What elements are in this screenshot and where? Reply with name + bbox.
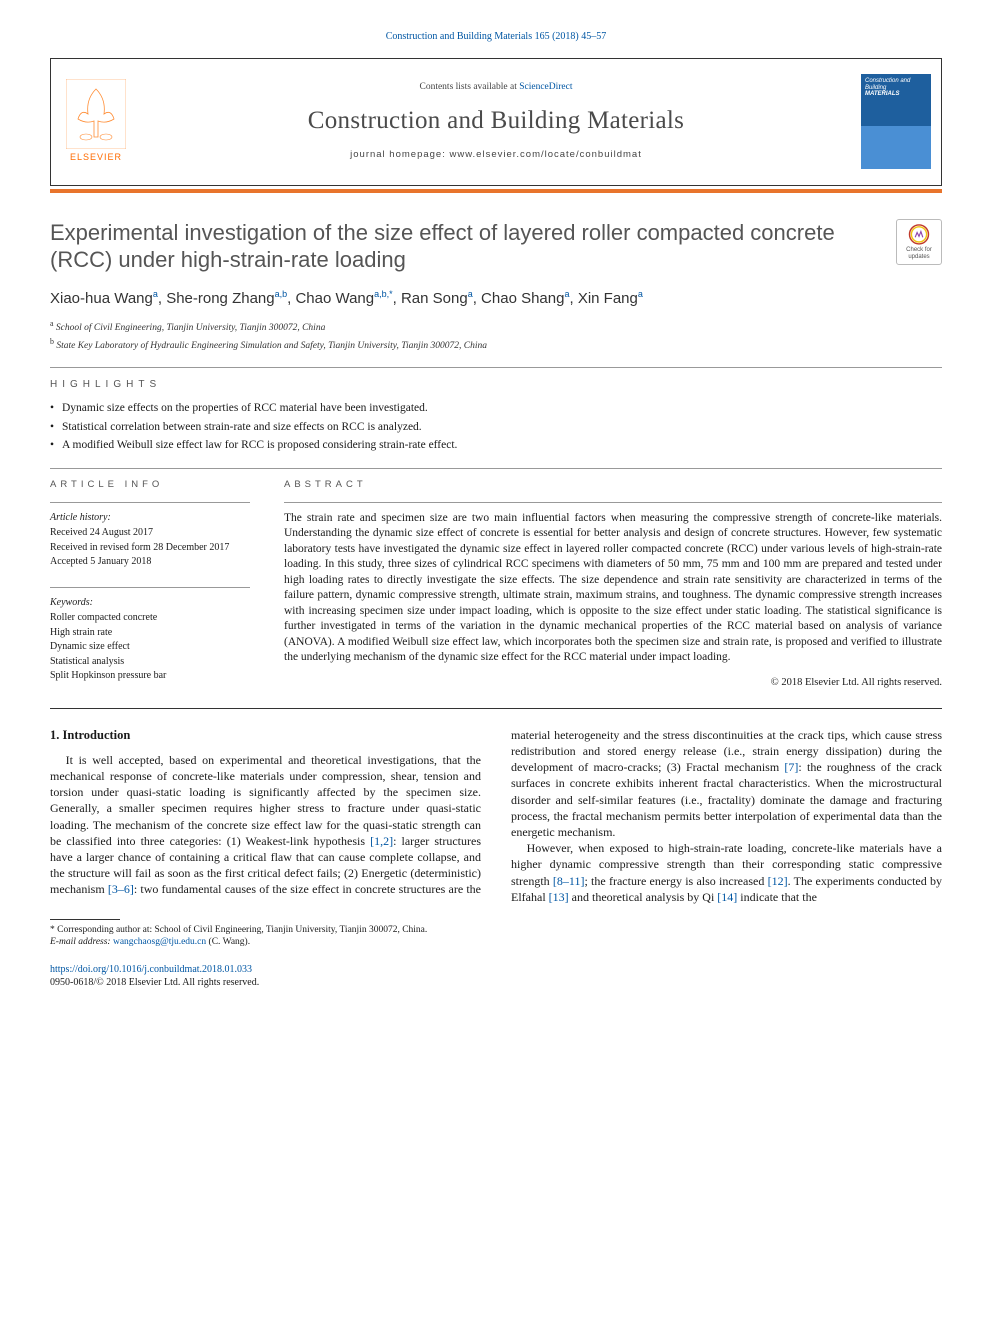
email-link[interactable]: wangchaosg@tju.edu.cn (113, 937, 206, 947)
cover-title-1: Construction and Building (865, 78, 927, 91)
check-updates-button[interactable]: Check for updates (896, 219, 942, 265)
journal-header: ELSEVIER Contents lists available at Sci… (50, 58, 942, 186)
contents-line: Contents lists available at ScienceDirec… (419, 81, 572, 94)
history-line: Accepted 5 January 2018 (50, 555, 250, 569)
orange-rule (50, 189, 942, 193)
intro-heading: 1. Introduction (50, 727, 481, 744)
email-label: E-mail address: (50, 937, 111, 947)
footnote-rule (50, 919, 120, 920)
cover-title-2: MATERIALS (865, 91, 927, 98)
authors-line: Xiao-hua Wanga, She-rong Zhanga,b, Chao … (50, 288, 942, 309)
ref-link-8-11[interactable]: [8–11] (553, 874, 585, 888)
p2e: indicate that the (737, 890, 817, 904)
homepage-line: journal homepage: www.elsevier.com/locat… (350, 149, 642, 162)
check-updates-icon (907, 223, 931, 246)
elsevier-logo[interactable]: ELSEVIER (51, 59, 141, 185)
email-line: E-mail address: wangchaosg@tju.edu.cn (C… (50, 936, 942, 948)
ref-link-13[interactable]: [13] (549, 890, 569, 904)
issn-line: 0950-0618/© 2018 Elsevier Ltd. All right… (50, 977, 259, 988)
history-line: Received 24 August 2017 (50, 526, 250, 540)
p2b: ; the fracture energy is also increased (584, 874, 767, 888)
footer-block: https://doi.org/10.1016/j.conbuildmat.20… (50, 963, 942, 990)
elsevier-tree-icon (66, 79, 126, 149)
homepage-prefix: journal homepage: (350, 149, 449, 160)
history-label: Article history: (50, 511, 250, 525)
abstract-text: The strain rate and specimen size are tw… (284, 511, 942, 666)
history-line: Received in revised form 28 December 201… (50, 541, 250, 555)
rule-1 (50, 367, 942, 368)
keywords-label: Keywords: (50, 596, 250, 610)
abstract-column: ABSTRACT The strain rate and specimen si… (284, 479, 942, 690)
citation-line: Construction and Building Materials 165 … (50, 30, 942, 44)
article-title: Experimental investigation of the size e… (50, 219, 882, 274)
keyword: Dynamic size effect (50, 640, 250, 654)
rule-3 (50, 708, 942, 709)
email-suffix: (C. Wang). (209, 937, 251, 947)
corresponding-note: * Corresponding author at: School of Civ… (50, 924, 942, 936)
highlight-item: A modified Weibull size effect law for R… (50, 438, 942, 454)
ref-link-12[interactable]: [12] (768, 874, 788, 888)
highlights-list: Dynamic size effects on the properties o… (50, 401, 942, 454)
info-label: ARTICLE INFO (50, 479, 250, 492)
contents-prefix: Contents lists available at (419, 82, 519, 92)
abstract-label: ABSTRACT (284, 479, 942, 492)
keyword: Split Hopkinson pressure bar (50, 669, 250, 683)
rule-2 (50, 468, 942, 469)
keyword: Roller compacted concrete (50, 611, 250, 625)
cover-thumbnail[interactable]: Construction and Building MATERIALS (851, 59, 941, 185)
sciencedirect-link[interactable]: ScienceDirect (519, 82, 572, 92)
homepage-url[interactable]: www.elsevier.com/locate/conbuildmat (449, 149, 641, 160)
ref-link-14[interactable]: [14] (717, 890, 737, 904)
affiliation: a School of Civil Engineering, Tianjin U… (50, 319, 942, 335)
keyword: Statistical analysis (50, 655, 250, 669)
highlight-item: Dynamic size effects on the properties o… (50, 401, 942, 417)
highlights-label: HIGHLIGHTS (50, 378, 942, 392)
highlight-item: Statistical correlation between strain-r… (50, 420, 942, 436)
ref-link-1-2[interactable]: [1,2] (370, 834, 393, 848)
ref-link-7[interactable]: [7] (784, 760, 798, 774)
p2d: and theoretical analysis by Qi (569, 890, 718, 904)
check-updates-label: Check for updates (900, 247, 938, 260)
article-info-column: ARTICLE INFO Article history: Received 2… (50, 479, 250, 690)
header-center: Contents lists available at ScienceDirec… (141, 59, 851, 185)
publisher-name: ELSEVIER (70, 151, 122, 163)
keyword: High strain rate (50, 626, 250, 640)
copyright-line: © 2018 Elsevier Ltd. All rights reserved… (284, 676, 942, 690)
ref-link-3-6[interactable]: [3–6] (108, 882, 134, 896)
journal-name: Construction and Building Materials (308, 104, 684, 138)
affiliation: b State Key Laboratory of Hydraulic Engi… (50, 337, 942, 353)
intro-para-2: However, when exposed to high-strain-rat… (511, 840, 942, 905)
body-columns: 1. Introduction It is well accepted, bas… (50, 727, 942, 905)
doi-link[interactable]: https://doi.org/10.1016/j.conbuildmat.20… (50, 964, 252, 975)
